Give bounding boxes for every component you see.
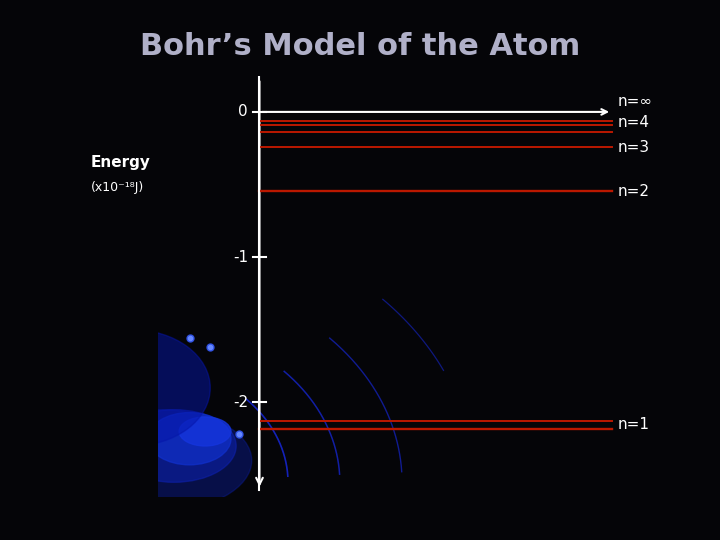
Text: -2: -2 (233, 395, 248, 410)
Text: -1: -1 (233, 249, 248, 265)
Text: n=3: n=3 (617, 139, 649, 154)
Text: n=4: n=4 (617, 115, 649, 130)
Text: n=∞: n=∞ (617, 94, 652, 109)
Ellipse shape (65, 410, 252, 511)
Ellipse shape (112, 410, 236, 482)
Text: n=2: n=2 (617, 184, 649, 199)
Ellipse shape (179, 417, 231, 446)
Text: Energy: Energy (91, 155, 151, 170)
Ellipse shape (55, 330, 210, 446)
Text: (x10⁻¹⁸J): (x10⁻¹⁸J) (91, 181, 144, 194)
Ellipse shape (148, 413, 231, 465)
Text: Bohr’s Model of the Atom: Bohr’s Model of the Atom (140, 32, 580, 62)
Text: 0: 0 (238, 104, 248, 119)
Text: n=1: n=1 (617, 417, 649, 433)
